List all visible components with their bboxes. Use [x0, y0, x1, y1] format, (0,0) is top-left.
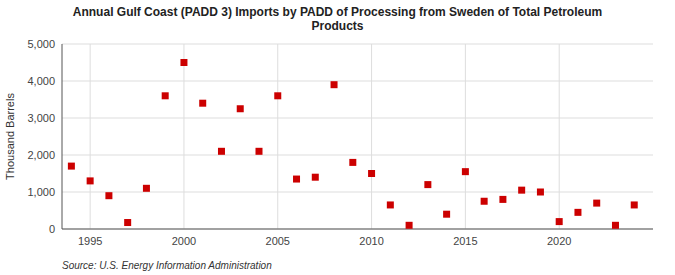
y-tick-label: 4,000: [27, 75, 55, 87]
x-tick-label: 1995: [78, 235, 102, 247]
x-tick-label: 2015: [453, 235, 477, 247]
point: [218, 148, 225, 155]
grid: [62, 44, 653, 229]
point: [612, 222, 619, 229]
point: [143, 185, 150, 192]
point: [424, 181, 431, 188]
points: [68, 59, 638, 229]
point: [199, 100, 206, 107]
point: [87, 177, 94, 184]
point: [162, 92, 169, 99]
point: [312, 174, 319, 181]
y-tick-label: 0: [49, 223, 55, 235]
x-grid-line: [90, 44, 91, 229]
point: [631, 201, 638, 208]
x-tick-label: 2000: [172, 235, 196, 247]
point: [518, 187, 525, 194]
x-grid-line: [371, 44, 372, 229]
y-grid-line: [62, 118, 653, 119]
point: [105, 192, 112, 199]
point: [574, 209, 581, 216]
point: [537, 189, 544, 196]
y-axis-line: [62, 44, 63, 229]
x-tick-label: 2020: [547, 235, 571, 247]
source-note: Source: U.S. Energy Information Administ…: [62, 260, 272, 271]
y-grid-line: [62, 44, 653, 45]
point: [368, 170, 375, 177]
x-axis-line: [62, 229, 653, 230]
point: [180, 59, 187, 66]
point: [237, 105, 244, 112]
point: [499, 196, 506, 203]
point: [274, 92, 281, 99]
x-grid-line: [465, 44, 466, 229]
title: Annual Gulf Coast (PADD 3) Imports by PA…: [73, 5, 602, 33]
point: [349, 159, 356, 166]
point: [68, 163, 75, 170]
y-tick-label: 3,000: [27, 112, 55, 124]
point: [387, 201, 394, 208]
point: [593, 200, 600, 207]
y-grid-line: [62, 81, 653, 82]
point: [331, 81, 338, 88]
point: [124, 219, 131, 226]
x-grid-line: [559, 44, 560, 229]
point: [256, 148, 263, 155]
x-grid-line: [277, 44, 278, 229]
y-tick-label: 5,000: [27, 38, 55, 50]
point: [556, 218, 563, 225]
y-grid-line: [62, 229, 653, 230]
point: [293, 176, 300, 183]
point: [462, 168, 469, 175]
y-tick-label: 1,000: [27, 186, 55, 198]
point: [481, 198, 488, 205]
y-grid-line: [62, 192, 653, 193]
y-grid-line: [62, 155, 653, 156]
x-grid-line: [183, 44, 184, 229]
x-tick-label: 2005: [266, 235, 290, 247]
y-tick-label: 2,000: [27, 149, 55, 161]
chart: Annual Gulf Coast (PADD 3) Imports by PA…: [0, 0, 675, 275]
point: [406, 222, 413, 229]
point: [443, 211, 450, 218]
x-tick-label: 2010: [359, 235, 383, 247]
y-axis-label: Thousand Barrels: [4, 93, 16, 180]
